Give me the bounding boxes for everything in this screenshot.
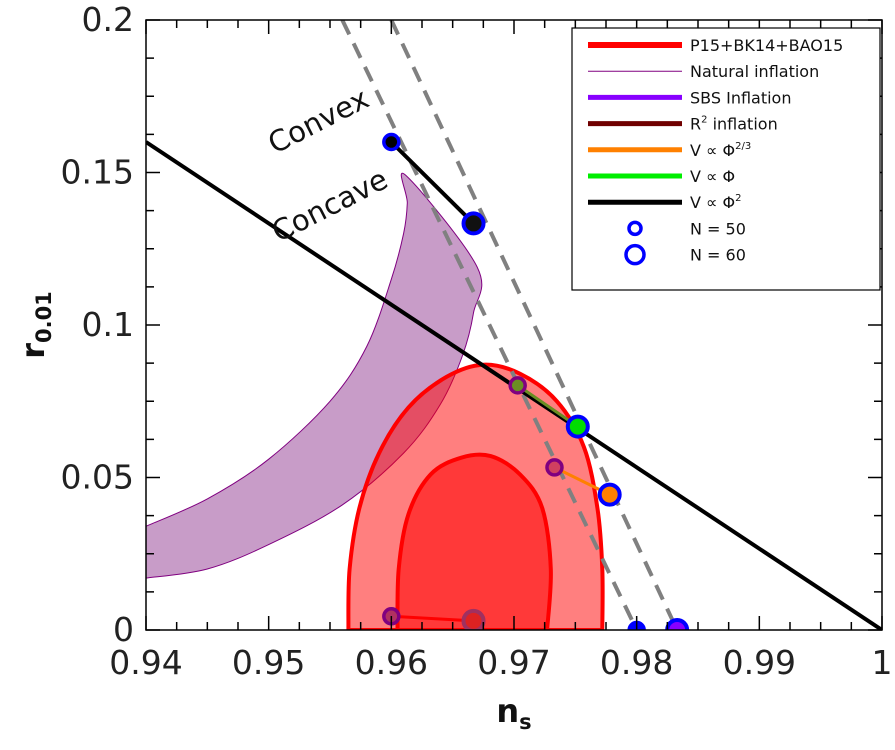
dashed-line-1 [389,20,679,630]
series-line-v- [389,140,475,225]
legend-marker-7 [627,220,643,237]
legend-label-5: V ∝ Φ [690,167,735,186]
band-layer [146,172,483,579]
x-tick-label-4: 0.98 [600,643,673,682]
x-tick-label-1: 0.95 [232,643,305,682]
natural-inflation-band [146,172,483,579]
series-line-v- [516,384,579,428]
y-tick-label-4: 0.2 [82,0,134,39]
legend-label-6: V ∝ Φ2 [690,193,742,212]
y-tick-label-0: 0 [113,610,134,649]
legend-label-3: R2 inflation [690,115,778,134]
n60-marker-0 [461,211,486,236]
series-line-r-inflation [391,614,474,623]
x-tick-label-3: 0.97 [477,643,550,682]
legend-label-7: N = 50 [690,219,746,238]
n50-marker-0 [382,132,401,152]
x-tick-label-5: 0.99 [723,643,796,682]
x-tick-label-0: 0.94 [109,643,182,682]
y-tick-label-1: 0.05 [61,458,134,497]
planck-contour-inner [395,452,553,630]
legend-label-8: N = 60 [690,246,746,265]
n60-marker-2 [597,482,622,507]
n60-marker-4 [665,618,690,630]
x-tick-label-2: 0.96 [355,643,428,682]
legend: P15+BK14+BAO15 Natural inflation SBS Infla… [571,27,881,291]
marker-layer [382,132,690,630]
y-tick-label-2: 0.1 [82,305,134,344]
legend-marker-8 [624,243,646,266]
n50-marker-2 [545,458,564,477]
axes-layer: 0.94 0.95 0.96 0.97 0.98 0.99 1 0 0.05 0.1 0.15 0.2 [61,0,893,682]
x-tick-label-6: 1 [872,643,893,682]
dashed-line-0 [340,20,639,630]
legend-label-4: V ∝ Φ2/3 [690,141,751,160]
x-axis-title: ns [496,692,531,734]
legend-label-2: SBS Inflation [690,88,791,107]
y-axis-title: r0.01 [14,291,56,359]
n50-marker-1 [508,376,527,395]
y-tick-label-3: 0.15 [61,153,134,192]
legend-label-1: Natural inflation [690,62,819,81]
n60-marker-1 [565,414,590,439]
plot-area [146,20,882,630]
n60-marker-3 [461,608,486,630]
legend-label-0: P15+BK14+BAO15 [690,36,843,55]
